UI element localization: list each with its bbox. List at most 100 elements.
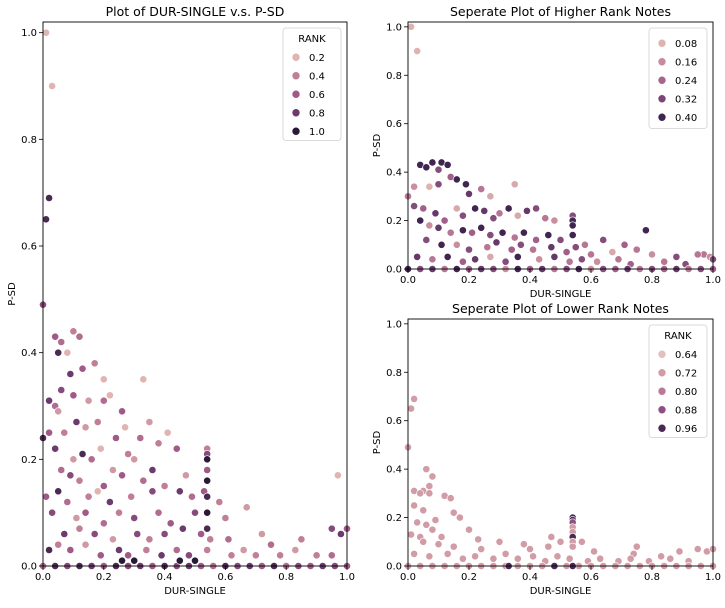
data-point — [693, 545, 702, 553]
data-point — [626, 554, 635, 563]
data-point — [520, 540, 528, 549]
data-point — [81, 423, 90, 432]
data-point — [118, 471, 126, 480]
data-point — [568, 542, 577, 551]
y-tick-label: 0.4 — [386, 168, 402, 179]
data-point — [449, 542, 458, 551]
data-point — [105, 391, 114, 400]
data-point — [410, 549, 418, 558]
y-tick-label: 0.2 — [386, 216, 402, 227]
data-point — [60, 530, 69, 538]
data-point — [565, 554, 574, 563]
data-point — [443, 160, 452, 169]
data-point — [154, 439, 163, 448]
data-point — [544, 231, 553, 239]
y-tick-label: 0.6 — [386, 119, 402, 130]
data-point — [434, 180, 443, 189]
data-point — [121, 423, 129, 432]
data-point — [69, 455, 78, 464]
data-point — [407, 22, 415, 31]
data-point — [203, 476, 212, 485]
data-point — [139, 476, 148, 485]
data-point — [54, 487, 63, 496]
data-point — [42, 28, 50, 37]
data-point — [157, 551, 166, 560]
legend-label: 0.80 — [675, 387, 697, 398]
x-tick-label: 0.0 — [400, 572, 416, 583]
data-point — [90, 359, 99, 368]
data-point — [498, 228, 507, 237]
legend-label: 1.0 — [309, 127, 325, 138]
data-point — [477, 223, 486, 232]
legend-label: 0.88 — [675, 405, 697, 416]
data-point — [434, 223, 443, 232]
legend-marker — [657, 112, 667, 122]
data-point — [425, 221, 434, 230]
data-points — [404, 395, 717, 570]
data-point — [523, 206, 531, 215]
data-point — [127, 492, 136, 501]
data-point — [462, 180, 470, 189]
data-point — [458, 257, 467, 266]
data-point — [532, 236, 540, 244]
data-point — [422, 465, 431, 474]
data-point — [434, 165, 443, 174]
data-point — [419, 537, 428, 546]
data-point — [45, 194, 53, 202]
data-point — [547, 533, 556, 541]
data-point — [565, 257, 574, 266]
data-point — [163, 428, 172, 437]
data-point — [483, 243, 492, 252]
data-point — [66, 370, 75, 378]
data-point — [416, 489, 425, 498]
x-axis-label: DUR-SINGLE — [530, 586, 592, 597]
data-point — [81, 540, 90, 549]
data-point — [410, 395, 418, 403]
data-point — [477, 185, 486, 193]
data-point — [556, 236, 565, 244]
data-point — [413, 518, 422, 527]
data-point — [172, 444, 181, 453]
data-point — [507, 245, 516, 254]
x-tick-label: 1.0 — [705, 572, 721, 583]
chart-title: Seperate Plot of Lower Rank Notes — [452, 301, 669, 316]
y-axis-label: P-SD — [372, 133, 383, 157]
data-point — [632, 542, 641, 551]
data-point — [614, 255, 623, 264]
data-point — [227, 551, 236, 560]
x-tick-label: 0.8 — [644, 572, 660, 583]
data-point — [112, 434, 120, 442]
data-point — [130, 455, 139, 464]
data-point — [486, 252, 495, 261]
data-point — [526, 545, 534, 553]
x-axis-label: DUR-SINGLE — [164, 586, 226, 597]
data-point — [57, 338, 66, 346]
data-point — [410, 182, 418, 191]
data-point — [495, 209, 504, 218]
legend-marker — [657, 94, 667, 104]
data-point — [577, 537, 586, 546]
legend-label: 0.32 — [675, 94, 697, 105]
data-point — [477, 545, 486, 553]
legend-label: 0.64 — [675, 350, 697, 361]
data-point — [480, 206, 489, 215]
data-point — [242, 503, 251, 512]
x-tick-label: 0.2 — [461, 572, 477, 583]
data-point — [130, 556, 139, 565]
chart-title: Plot of DUR-SINGLE v.s. P-SD — [106, 4, 285, 19]
data-point — [587, 250, 595, 259]
data-point — [203, 492, 212, 501]
data-point — [425, 182, 434, 191]
data-point — [215, 498, 224, 506]
data-point — [327, 524, 336, 533]
y-tick-label: 0.6 — [386, 416, 402, 427]
x-tick-label: 0.6 — [217, 572, 233, 583]
data-point — [267, 540, 275, 549]
legend-marker — [657, 423, 667, 433]
data-point — [532, 204, 540, 213]
data-point — [60, 428, 69, 437]
data-point — [109, 466, 117, 474]
y-tick-label: 0.6 — [21, 242, 37, 253]
data-point — [84, 492, 93, 501]
data-point — [440, 216, 449, 225]
